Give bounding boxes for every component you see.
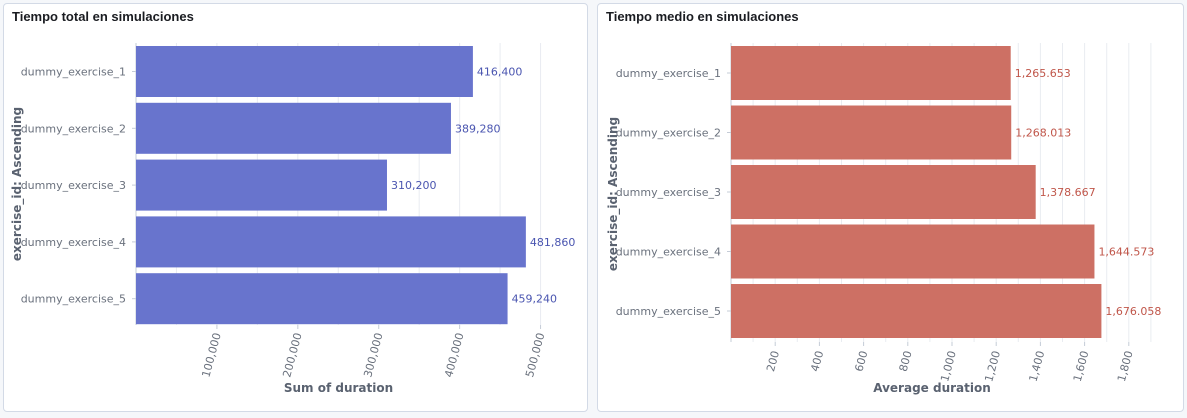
value-label: 1,265.653: [1015, 67, 1071, 80]
category-label: dummy_exercise_5: [616, 305, 721, 318]
value-label: 1,268.013: [1015, 127, 1071, 140]
bar: [731, 165, 1036, 219]
x-tick-label: 400: [808, 349, 826, 373]
x-axis-title: Average duration: [873, 381, 991, 395]
chart-panel-average: Tiempo medio en simulaciones dummy_exerc…: [597, 3, 1184, 412]
bar: [731, 105, 1012, 160]
category-label: dummy_exercise_2: [21, 122, 126, 135]
value-label: 481,860: [530, 236, 576, 249]
category-label: dummy_exercise_2: [616, 127, 721, 140]
panel-title: Tiempo total en simulaciones: [12, 9, 194, 24]
x-axis-title: Sum of duration: [284, 381, 393, 395]
bar: [731, 46, 1011, 100]
value-label: 1,676.058: [1105, 305, 1161, 318]
category-label: dummy_exercise_5: [21, 293, 126, 306]
category-label: dummy_exercise_1: [21, 66, 126, 79]
x-tick-label: 100,000: [199, 331, 223, 378]
y-axis-title: exercise_id: Ascending: [10, 107, 25, 261]
value-label: 310,200: [391, 179, 437, 192]
bar: [731, 284, 1102, 338]
bar: [136, 102, 451, 154]
x-tick-label: 200: [764, 349, 782, 373]
value-label: 389,280: [455, 122, 501, 135]
x-tick-label: 400,000: [442, 331, 466, 378]
x-tick-label: 1,800: [1115, 349, 1136, 383]
x-tick-label: 600: [853, 349, 871, 373]
x-tick-label: 300,000: [361, 331, 385, 378]
x-tick-label: 500,000: [523, 331, 547, 378]
bar-chart-average: dummy_exercise_1 1,265.653 dummy_exercise_…: [606, 43, 1161, 395]
bar: [731, 224, 1095, 279]
category-label: dummy_exercise_3: [21, 179, 126, 192]
category-label: dummy_exercise_1: [616, 67, 721, 80]
chart-panel-total: Tiempo total en simulaciones dummy_exerc…: [3, 3, 588, 412]
x-tick-label: 1,600: [1071, 349, 1092, 383]
bar: [136, 273, 508, 325]
bar: [136, 216, 526, 268]
panel-title: Tiempo medio en simulaciones: [606, 9, 799, 24]
category-label: dummy_exercise_3: [616, 186, 721, 199]
value-label: 1,378.667: [1040, 186, 1096, 199]
x-tick-label: 800: [897, 349, 915, 373]
x-tick-label: 200,000: [280, 331, 304, 378]
y-axis-title: exercise_id: Ascending: [606, 117, 621, 271]
x-tick-label: 1,400: [1027, 349, 1048, 383]
category-label: dummy_exercise_4: [21, 236, 126, 249]
value-label: 459,240: [512, 293, 558, 306]
x-tick-label: 1,200: [982, 349, 1003, 383]
value-label: 416,400: [477, 66, 523, 79]
bar: [136, 46, 473, 97]
bar-chart-total: dummy_exercise_1 416,400 dummy_exercise_2 3…: [10, 43, 576, 395]
bar: [136, 159, 387, 211]
category-label: dummy_exercise_4: [616, 246, 721, 259]
value-label: 1,644.573: [1098, 246, 1154, 259]
x-tick-label: 1,000: [938, 349, 959, 383]
